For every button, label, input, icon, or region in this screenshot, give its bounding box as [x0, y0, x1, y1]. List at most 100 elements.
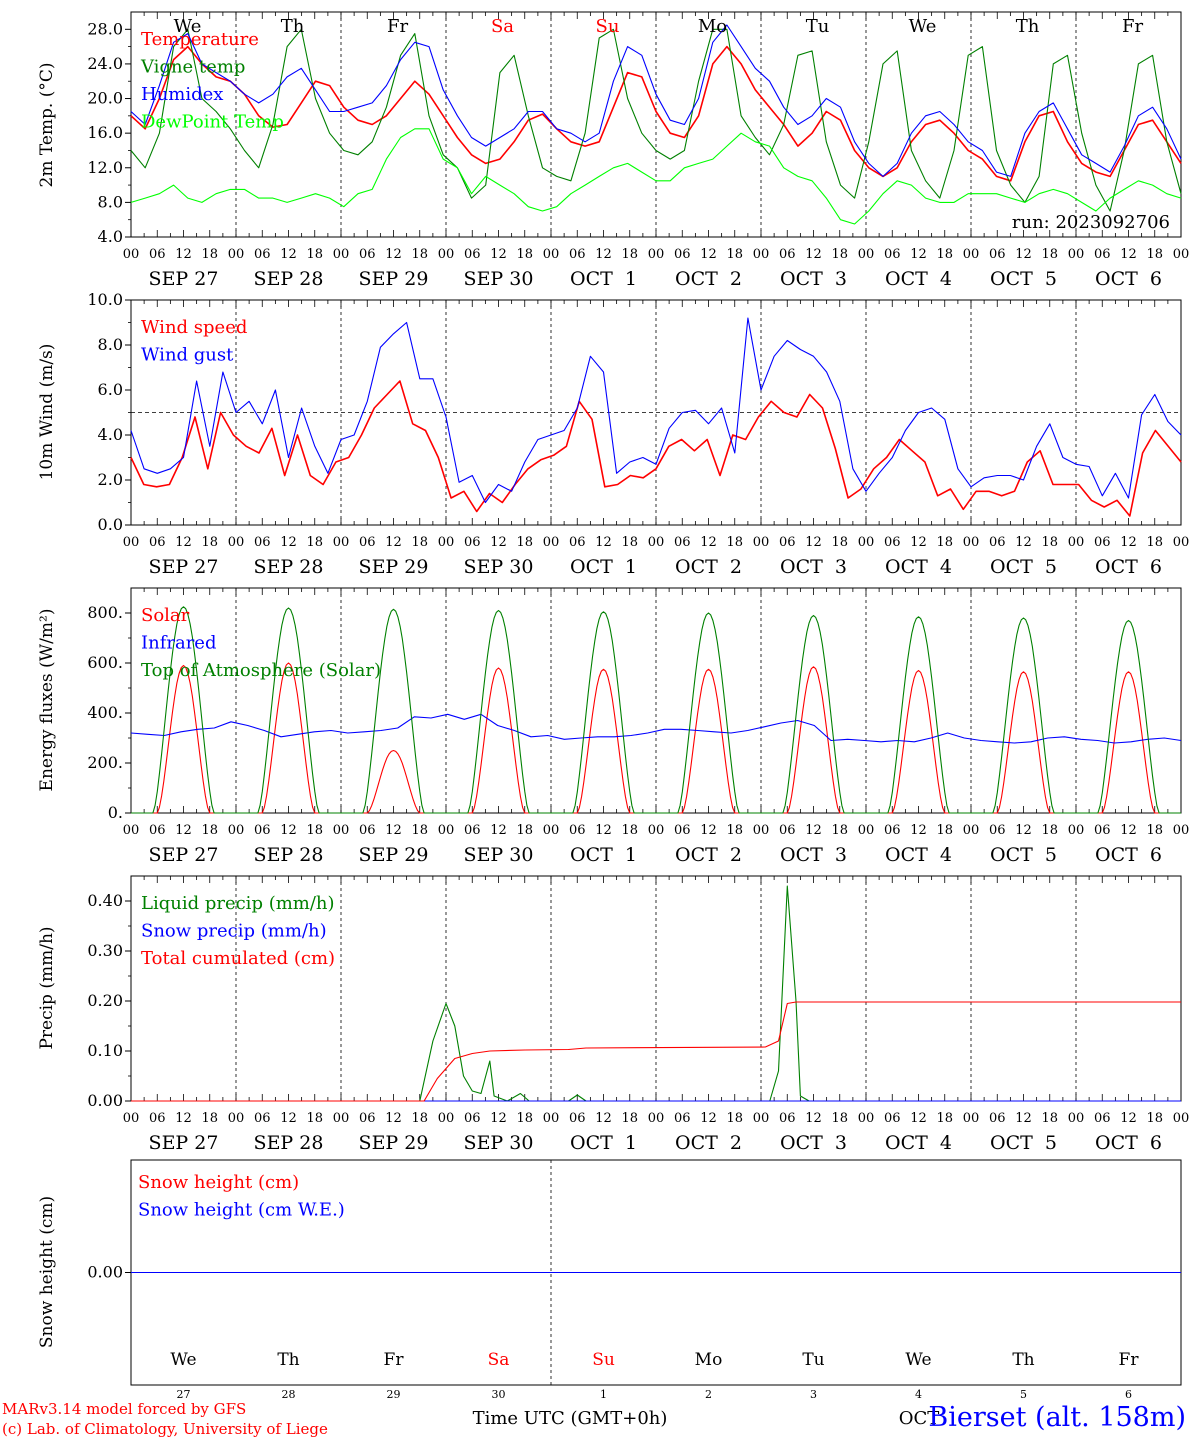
x-hour-label: 00 [1068, 823, 1085, 838]
x-hour-label: 18 [621, 1111, 638, 1126]
month-label: OCT [899, 1408, 940, 1429]
x-hour-label: 12 [805, 823, 822, 838]
x-hour-label: 06 [359, 823, 376, 838]
x-hour-label: 00 [438, 535, 455, 550]
x-hour-label: 12 [490, 1111, 507, 1126]
legend-wind-speed: Wind speed [141, 317, 247, 338]
x-hour-label: 12 [490, 535, 507, 550]
x-hour-label: 18 [306, 247, 323, 262]
y-tick-label: 8.0 [98, 192, 123, 211]
x-hour-label: 06 [674, 535, 691, 550]
x-hour-label: 18 [726, 535, 743, 550]
y-tick-label: 28.0 [87, 19, 123, 38]
x-hour-label: 18 [201, 823, 218, 838]
x-hour-label: 00 [753, 823, 770, 838]
y-tick-label: 20.0 [87, 89, 123, 108]
model-credit: MARv3.14 model forced by GFS [2, 1400, 247, 1418]
series-humidex-line [130, 24, 1182, 177]
legend-snow-height-cm: Snow height (cm) [138, 1172, 299, 1193]
bottom-date-label: 3 [810, 1388, 817, 1401]
x-hour-label: 12 [385, 1111, 402, 1126]
date-label: SEP 28 [254, 844, 324, 866]
x-axis-label: Time UTC (GMT+0h) [473, 1408, 668, 1429]
date-label: OCT 5 [990, 844, 1057, 866]
x-hour-label: 18 [831, 823, 848, 838]
x-hour-label: 18 [306, 823, 323, 838]
day-of-week-label: Th [1016, 16, 1040, 37]
x-hour-label: 12 [910, 823, 927, 838]
x-hour-label: 18 [621, 247, 638, 262]
x-hour-label: 12 [805, 535, 822, 550]
bottom-date-label: 2 [705, 1388, 712, 1401]
date-label: SEP 29 [359, 556, 429, 578]
x-hour-label: 00 [753, 535, 770, 550]
x-hour-label: 06 [989, 823, 1006, 838]
bottom-day-label: We [170, 1350, 196, 1370]
x-hour-label: 18 [1146, 247, 1163, 262]
date-label: OCT 4 [885, 268, 952, 290]
x-hour-label: 00 [963, 823, 980, 838]
x-hour-label: 12 [175, 247, 192, 262]
x-hour-label: 18 [1041, 823, 1058, 838]
x-hour-label: 06 [884, 823, 901, 838]
date-label: OCT 4 [885, 844, 952, 866]
x-hour-label: 12 [175, 535, 192, 550]
x-hour-label: 12 [490, 823, 507, 838]
text-layer: 4.08.012.016.020.024.028.02m Temp. (°C)0… [37, 16, 1189, 1429]
y-tick-label: 4.0 [98, 425, 123, 444]
x-hour-label: 06 [569, 247, 586, 262]
x-hour-label: 18 [516, 535, 533, 550]
date-label: OCT 1 [570, 844, 637, 866]
series-wind-speed-line [130, 380, 1182, 517]
x-hour-label: 00 [123, 247, 140, 262]
x-hour-label: 06 [254, 247, 271, 262]
x-hour-label: 06 [464, 535, 481, 550]
date-label: OCT 1 [570, 268, 637, 290]
x-hour-label: 00 [1173, 535, 1190, 550]
x-hour-label: 06 [779, 247, 796, 262]
x-hour-label: 06 [779, 535, 796, 550]
x-hour-label: 18 [936, 823, 953, 838]
x-hour-label: 18 [516, 1111, 533, 1126]
x-hour-label: 00 [333, 823, 350, 838]
x-hour-label: 18 [936, 247, 953, 262]
x-hour-label: 12 [1120, 823, 1137, 838]
x-hour-label: 00 [648, 535, 665, 550]
bottom-date-label: 30 [492, 1388, 506, 1401]
y-tick-label: 6.0 [98, 380, 123, 399]
date-label: OCT 3 [780, 844, 847, 866]
x-hour-label: 18 [201, 535, 218, 550]
bottom-day-label: Fr [1119, 1350, 1140, 1370]
day-of-week-label: We [909, 16, 937, 37]
legend-dewpoint-temp: DewPoint Temp [141, 112, 284, 133]
legend-infrared: Infrared [141, 633, 216, 654]
legend-solar: Solar [141, 605, 190, 626]
x-hour-label: 18 [936, 535, 953, 550]
x-hour-label: 06 [989, 1111, 1006, 1126]
bottom-date-label: 1 [600, 1388, 607, 1401]
x-hour-label: 00 [648, 1111, 665, 1126]
series-liquid-precip-mm-h-line [131, 885, 1181, 1102]
x-hour-label: 00 [333, 247, 350, 262]
y-tick-label: 4.0 [98, 227, 123, 246]
date-label: OCT 2 [675, 1132, 742, 1154]
legend-vigne-temp: Vigne temp [140, 57, 245, 78]
y-tick-label: 0.30 [87, 941, 123, 960]
x-hour-label: 06 [989, 247, 1006, 262]
x-hour-label: 06 [149, 247, 166, 262]
series-top-of-atmosphere-solar-line [131, 606, 1181, 814]
day-of-week-label: Fr [1122, 16, 1143, 37]
x-hour-label: 06 [359, 535, 376, 550]
x-hour-label: 18 [201, 1111, 218, 1126]
x-hour-label: 00 [858, 823, 875, 838]
date-label: SEP 30 [464, 268, 534, 290]
x-hour-label: 12 [1120, 1111, 1137, 1126]
x-hour-label: 18 [621, 823, 638, 838]
series-vigne-temp-line [130, 28, 1182, 212]
series-total-cumulated-cm-line [131, 1001, 1181, 1102]
x-hour-label: 12 [385, 535, 402, 550]
date-label: SEP 29 [359, 844, 429, 866]
x-hour-label: 18 [411, 247, 428, 262]
date-label: SEP 27 [149, 1132, 219, 1154]
